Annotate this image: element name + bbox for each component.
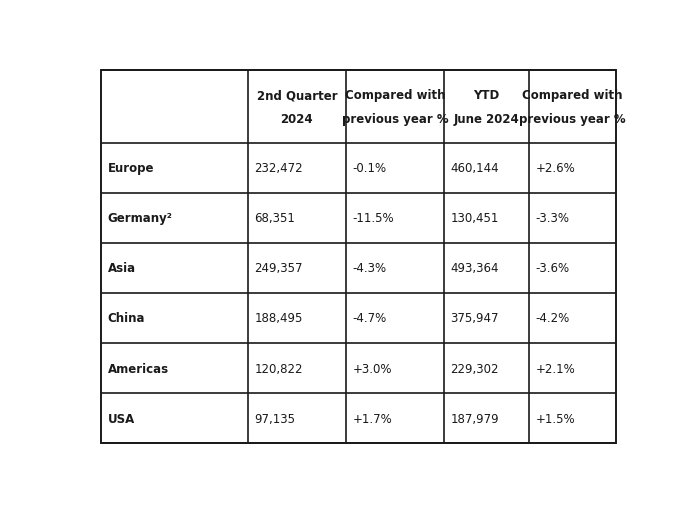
Text: 2nd Quarter: 2nd Quarter xyxy=(257,89,337,102)
Text: Americas: Americas xyxy=(108,362,169,375)
Text: 187,979: 187,979 xyxy=(450,412,499,425)
Text: -4.7%: -4.7% xyxy=(352,312,386,325)
Text: Asia: Asia xyxy=(108,262,136,275)
Text: 120,822: 120,822 xyxy=(255,362,303,375)
Text: 2024: 2024 xyxy=(281,112,313,125)
Text: 229,302: 229,302 xyxy=(450,362,499,375)
Text: USA: USA xyxy=(108,412,135,425)
Text: +3.0%: +3.0% xyxy=(352,362,392,375)
Text: +1.7%: +1.7% xyxy=(352,412,392,425)
Text: Compared with: Compared with xyxy=(522,89,623,102)
Text: Compared with: Compared with xyxy=(344,89,445,102)
Text: 375,947: 375,947 xyxy=(450,312,499,325)
Text: YTD: YTD xyxy=(473,89,499,102)
Text: 232,472: 232,472 xyxy=(255,162,303,175)
Text: 493,364: 493,364 xyxy=(450,262,499,275)
Text: Germany²: Germany² xyxy=(108,212,172,225)
Text: +2.6%: +2.6% xyxy=(536,162,575,175)
Text: 130,451: 130,451 xyxy=(450,212,498,225)
Text: Europe: Europe xyxy=(108,162,154,175)
Text: 249,357: 249,357 xyxy=(255,262,303,275)
Text: -3.6%: -3.6% xyxy=(536,262,570,275)
Text: -4.2%: -4.2% xyxy=(536,312,570,325)
Text: -11.5%: -11.5% xyxy=(352,212,394,225)
Text: previous year %: previous year % xyxy=(519,112,626,125)
Text: +2.1%: +2.1% xyxy=(536,362,575,375)
Text: China: China xyxy=(108,312,145,325)
Text: -3.3%: -3.3% xyxy=(536,212,569,225)
Text: previous year %: previous year % xyxy=(342,112,448,125)
Text: 460,144: 460,144 xyxy=(450,162,499,175)
Text: 188,495: 188,495 xyxy=(255,312,303,325)
Text: -0.1%: -0.1% xyxy=(352,162,386,175)
Text: June 2024: June 2024 xyxy=(454,112,519,125)
Text: +1.5%: +1.5% xyxy=(536,412,575,425)
Text: 68,351: 68,351 xyxy=(255,212,295,225)
Text: 97,135: 97,135 xyxy=(255,412,295,425)
Text: -4.3%: -4.3% xyxy=(352,262,386,275)
